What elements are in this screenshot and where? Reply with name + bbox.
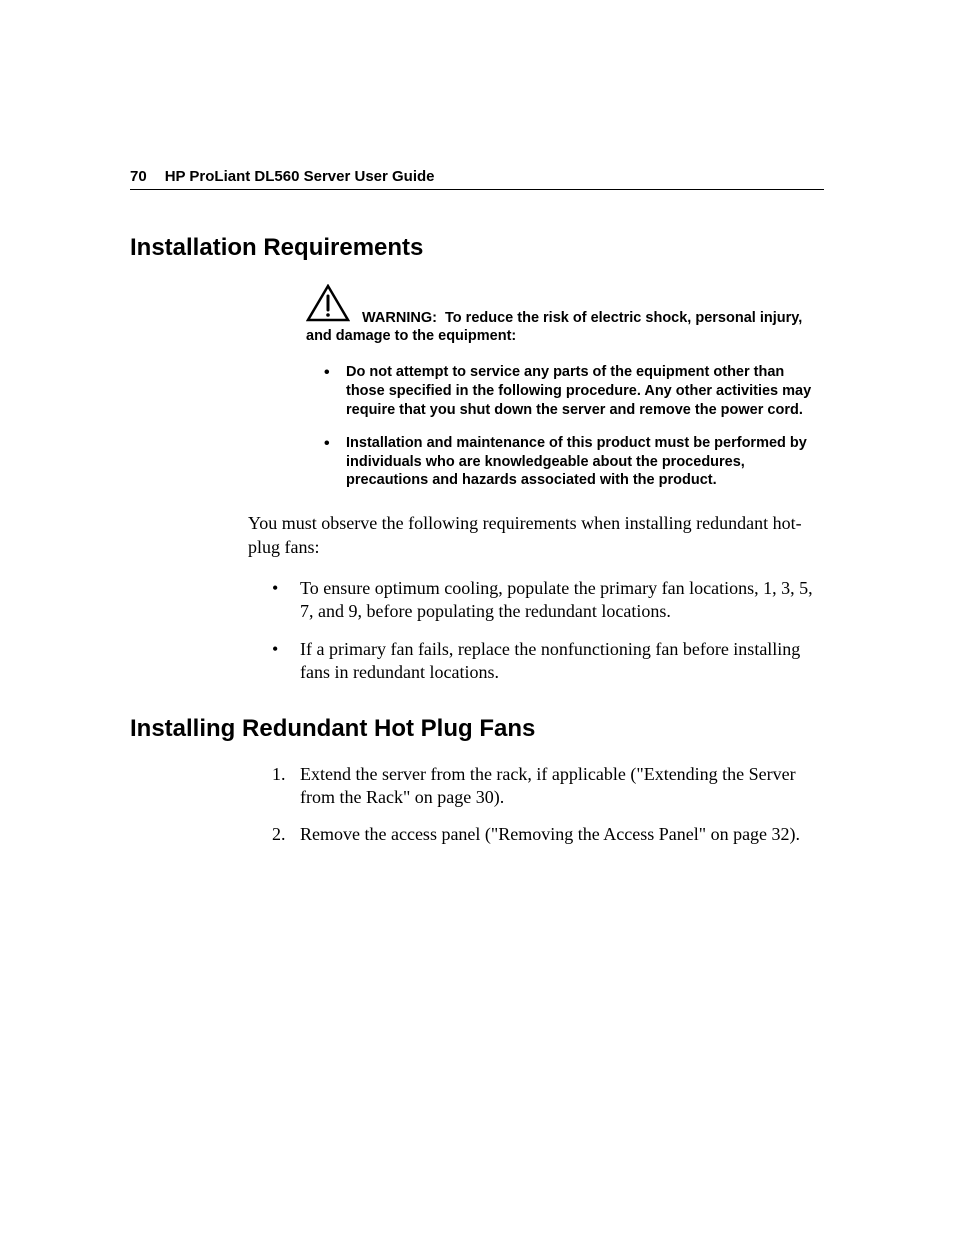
warning-label: WARNING: bbox=[362, 310, 437, 326]
header-title: HP ProLiant DL560 Server User Guide bbox=[165, 168, 435, 185]
list-item: If a primary fan fails, replace the nonf… bbox=[272, 638, 824, 685]
step-item: 2. Remove the access panel ("Removing th… bbox=[272, 823, 824, 846]
step-number: 1. bbox=[272, 763, 286, 786]
body-intro: You must observe the following requireme… bbox=[248, 512, 824, 559]
warning-intro: WARNING: To reduce the risk of electric … bbox=[306, 284, 824, 345]
list-item: To ensure optimum cooling, populate the … bbox=[272, 577, 824, 624]
step-number: 2. bbox=[272, 823, 286, 846]
warning-block: WARNING: To reduce the risk of electric … bbox=[306, 284, 824, 490]
page-content: 70 HP ProLiant DL560 Server User Guide I… bbox=[0, 0, 954, 847]
page-number: 70 bbox=[130, 168, 147, 185]
warning-icon bbox=[306, 284, 350, 327]
warning-list: Do not attempt to service any parts of t… bbox=[324, 363, 824, 490]
page-header: 70 HP ProLiant DL560 Server User Guide bbox=[130, 168, 824, 190]
step-item: 1. Extend the server from the rack, if a… bbox=[272, 763, 824, 810]
warning-item: Installation and maintenance of this pro… bbox=[324, 434, 824, 491]
section-heading-installation-requirements: Installation Requirements bbox=[130, 234, 824, 262]
requirements-list: To ensure optimum cooling, populate the … bbox=[272, 577, 824, 685]
warning-item: Do not attempt to service any parts of t… bbox=[324, 363, 824, 420]
step-text: Remove the access panel ("Removing the A… bbox=[300, 824, 800, 844]
section-heading-installing-fans: Installing Redundant Hot Plug Fans bbox=[130, 715, 824, 743]
steps-list: 1. Extend the server from the rack, if a… bbox=[272, 763, 824, 847]
step-text: Extend the server from the rack, if appl… bbox=[300, 764, 796, 807]
